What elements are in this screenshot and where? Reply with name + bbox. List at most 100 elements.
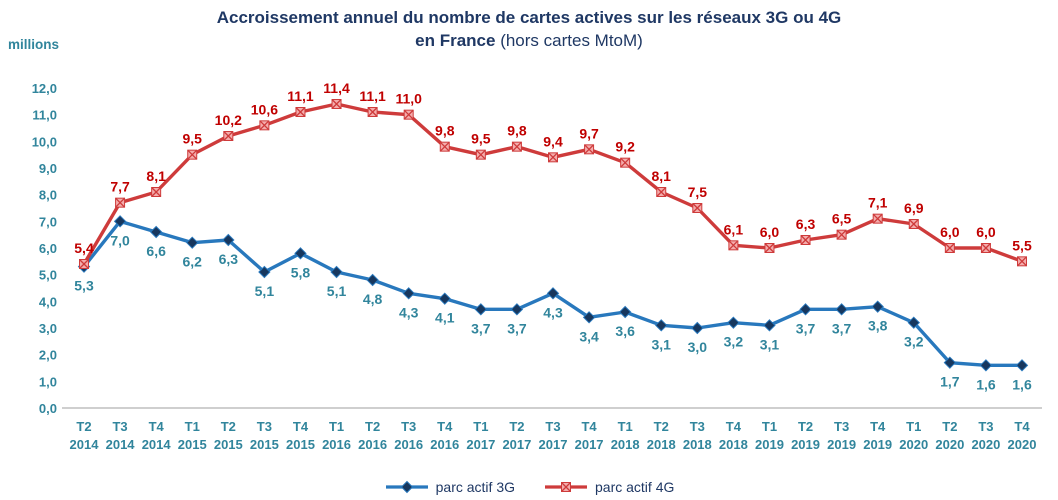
x-tick-quarter: T3 — [690, 419, 705, 434]
chart-title-line2-note: (hors cartes MtoM) — [495, 30, 643, 50]
chart-title-line2: en France (hors cartes MtoM) — [0, 30, 1058, 53]
series-4g: 5,4 7,7 8,1 9,5 10,2 10,6 11,1 11,4 11,1 11,0 9,8 9… — [74, 80, 1032, 269]
x-tick-quarter: T2 — [365, 419, 380, 434]
x-tick-quarter: T3 — [834, 419, 849, 434]
x-tick-year: 2017 — [575, 437, 604, 452]
data-label: 11,4 — [323, 80, 350, 96]
data-label: 6,6 — [146, 243, 166, 259]
data-label: 3,1 — [651, 336, 671, 352]
x-tick-quarter: T4 — [293, 419, 309, 434]
x-tick-year: 2016 — [358, 437, 387, 452]
x-tick-quarter: T2 — [221, 419, 236, 434]
data-label: 3,2 — [904, 334, 924, 350]
y-tick-label: 2,0 — [39, 348, 57, 363]
x-tick-year: 2019 — [863, 437, 892, 452]
data-label: 6,0 — [976, 224, 996, 240]
y-tick-label: 11,0 — [32, 108, 57, 123]
data-label: 9,5 — [182, 131, 202, 147]
x-tick-year: 2018 — [647, 437, 676, 452]
data-label: 10,2 — [215, 112, 242, 128]
data-label: 3,1 — [760, 336, 780, 352]
data-label: 11,0 — [395, 91, 422, 107]
data-label: 5,3 — [74, 278, 94, 294]
chart-title-line2-bold: en France — [415, 30, 496, 50]
data-label: 7,5 — [688, 184, 708, 200]
x-tick-year: 2018 — [719, 437, 748, 452]
legend-item-3g: parc actif 3G — [384, 479, 515, 495]
x-tick-quarter: T3 — [112, 419, 127, 434]
data-label: 4,3 — [399, 304, 419, 320]
x-tick-quarter: T1 — [906, 419, 921, 434]
x-tick-year: 2019 — [755, 437, 784, 452]
data-label: 6,0 — [760, 224, 780, 240]
data-label: 9,2 — [615, 139, 635, 155]
data-label: 4,8 — [363, 291, 383, 307]
y-axis-labels: 12,0 11,0 10,0 9,0 8,0 7,0 6,0 5,0 4,0 3,0 2,0 1,0 0… — [32, 81, 57, 416]
data-label: 3,7 — [796, 320, 816, 336]
data-label: 5,8 — [291, 264, 311, 280]
x-tick-quarter: T2 — [76, 419, 91, 434]
chart-title-line1: Accroissement annuel du nombre de cartes… — [216, 8, 842, 27]
x-tick-quarter: T2 — [654, 419, 669, 434]
data-label: 6,3 — [796, 216, 816, 232]
data-label: 7,0 — [110, 232, 130, 248]
y-tick-label: 4,0 — [39, 294, 57, 309]
x-tick-year: 2015 — [286, 437, 315, 452]
data-label: 6,2 — [182, 254, 202, 270]
y-tick-label: 0,0 — [39, 401, 57, 416]
y-tick-label: 9,0 — [39, 161, 57, 176]
data-label: 3,7 — [832, 320, 852, 336]
legend-3g-label: parc actif 3G — [435, 479, 515, 495]
x-tick-quarter: T1 — [618, 419, 633, 434]
y-tick-label: 10,0 — [32, 134, 57, 149]
legend-3g-line-marker-icon — [384, 479, 430, 495]
data-label: 3,0 — [688, 339, 708, 355]
data-label: 5,1 — [327, 283, 347, 299]
chart-svg: 12,0 11,0 10,0 9,0 8,0 7,0 6,0 5,0 4,0 3,0 2,0 1,0 0… — [32, 80, 1042, 452]
x-tick-quarter: T2 — [509, 419, 524, 434]
x-tick-year: 2017 — [466, 437, 495, 452]
x-tick-year: 2014 — [142, 437, 172, 452]
data-label: 7,1 — [868, 195, 888, 211]
data-label: 4,1 — [435, 310, 455, 326]
x-tick-quarter: T1 — [329, 419, 344, 434]
x-tick-year: 2015 — [250, 437, 279, 452]
data-label: 4,3 — [543, 304, 563, 320]
data-label: 8,1 — [146, 168, 166, 184]
legend-item-4g: parc actif 4G — [543, 479, 674, 495]
x-tick-quarter: T4 — [581, 419, 597, 434]
data-label: 3,6 — [615, 323, 635, 339]
x-tick-quarter: T1 — [185, 419, 200, 434]
data-label: 6,3 — [219, 251, 239, 267]
data-label: 3,8 — [868, 318, 888, 334]
y-tick-label: 7,0 — [39, 214, 57, 229]
data-label: 5,4 — [74, 240, 94, 256]
data-label: 11,1 — [359, 88, 386, 104]
x-tick-year: 2020 — [1008, 437, 1037, 452]
x-tick-quarter: T4 — [437, 419, 453, 434]
data-label: 9,5 — [471, 131, 491, 147]
x-tick-year: 2016 — [394, 437, 423, 452]
data-label: 3,7 — [471, 320, 491, 336]
x-tick-quarter: T3 — [257, 419, 272, 434]
x-tick-year: 2015 — [214, 437, 243, 452]
x-tick-quarter: T4 — [149, 419, 165, 434]
x-tick-year: 2020 — [935, 437, 964, 452]
data-label: 9,7 — [579, 125, 599, 141]
x-tick-quarter: T2 — [942, 419, 957, 434]
x-tick-year: 2014 — [70, 437, 100, 452]
y-tick-label: 3,0 — [39, 321, 57, 336]
data-label: 6,0 — [940, 224, 960, 240]
x-tick-year: 2019 — [827, 437, 856, 452]
y-tick-label: 1,0 — [39, 374, 57, 389]
data-label: 7,7 — [110, 179, 130, 195]
chart-title: Accroissement annuel du nombre de cartes… — [0, 7, 1058, 53]
x-tick-year: 2016 — [430, 437, 459, 452]
x-tick-quarter: T4 — [870, 419, 886, 434]
data-label: 1,7 — [940, 374, 960, 390]
x-tick-year: 2017 — [502, 437, 531, 452]
x-tick-year: 2018 — [683, 437, 712, 452]
x-tick-year: 2020 — [899, 437, 928, 452]
x-tick-quarter: T4 — [726, 419, 742, 434]
